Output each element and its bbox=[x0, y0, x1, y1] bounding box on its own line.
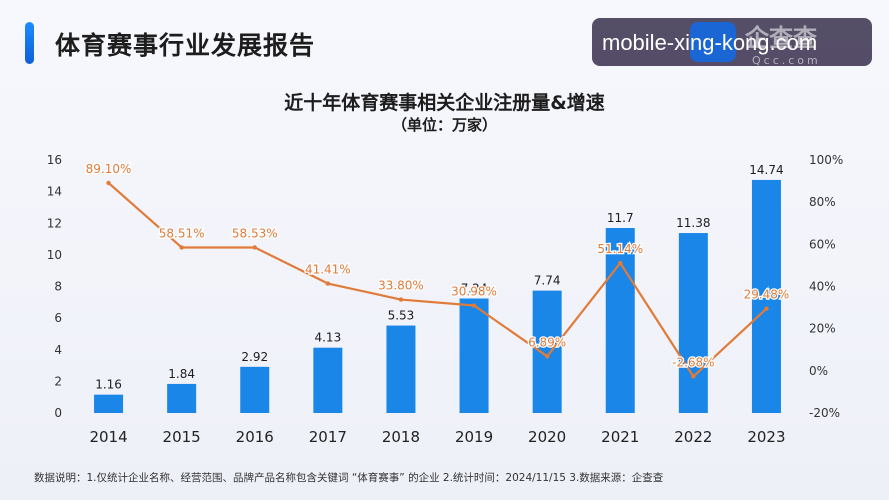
bar-value-label: 1.84 bbox=[168, 367, 195, 381]
footnote: 数据说明：1.仅统计企业名称、经营范围、品牌产品名称包含关键词 “体育赛事” 的… bbox=[34, 472, 664, 484]
bar-value-label: 11.38 bbox=[676, 216, 710, 230]
page-title: 体育赛事行业发展报告 bbox=[55, 31, 316, 60]
y-left-tick-label: 16 bbox=[47, 153, 62, 167]
growth-rate-label: 51.14% bbox=[597, 242, 643, 256]
growth-rate-label: 41.41% bbox=[305, 263, 351, 277]
y-left-tick-label: 2 bbox=[54, 374, 62, 388]
y-left-tick-label: 4 bbox=[54, 343, 62, 357]
growth-rate-label: 58.53% bbox=[232, 226, 278, 240]
growth-rate-point-2015 bbox=[179, 245, 184, 250]
y-right-tick-label: 0% bbox=[809, 364, 828, 378]
x-tick-label: 2015 bbox=[163, 428, 201, 446]
bar-2019 bbox=[459, 298, 489, 413]
title-accent-bar bbox=[25, 22, 34, 64]
x-tick-label: 2014 bbox=[89, 428, 127, 446]
bar-value-label: 4.13 bbox=[314, 331, 341, 345]
bar-value-label: 7.24 bbox=[461, 282, 488, 296]
x-tick-label: 2018 bbox=[382, 428, 420, 446]
bar-value-label: 11.7 bbox=[607, 211, 634, 225]
qcc-logo-icon bbox=[690, 22, 736, 62]
growth-rate-label: 6.89% bbox=[528, 335, 566, 349]
x-tick-label: 2017 bbox=[309, 428, 347, 446]
bar-2017 bbox=[313, 347, 343, 413]
growth-rate-label: 89.10% bbox=[86, 162, 132, 176]
growth-rate-point-2018 bbox=[398, 297, 404, 302]
bar-2020 bbox=[532, 290, 562, 413]
y-right-tick-label: -20% bbox=[809, 406, 840, 420]
bar-value-label: 2.92 bbox=[241, 350, 268, 364]
bar-2022 bbox=[678, 233, 708, 413]
y-left-tick-label: 6 bbox=[54, 311, 62, 325]
growth-rate-label: -2.68% bbox=[672, 355, 714, 369]
watermark-brand-domain: Qcc.com bbox=[752, 54, 821, 67]
chart-subtitle: （单位：万家） bbox=[391, 116, 497, 134]
growth-rate-point-2019 bbox=[471, 303, 477, 308]
growth-rate-point-2014 bbox=[106, 180, 111, 186]
x-tick-label: 2016 bbox=[236, 428, 274, 446]
bar-value-label: 7.74 bbox=[534, 274, 561, 288]
y-left-tick-label: 14 bbox=[47, 185, 62, 199]
bar-value-label: 14.74 bbox=[749, 163, 783, 177]
growth-rate-point-2020 bbox=[544, 354, 550, 359]
growth-rate-point-2017 bbox=[325, 281, 331, 286]
y-left-tick-label: 8 bbox=[54, 280, 62, 294]
growth-rate-label: 33.80% bbox=[378, 279, 424, 293]
bar-value-label: 5.53 bbox=[388, 309, 415, 323]
y-right-tick-label: 80% bbox=[809, 195, 836, 209]
bar-2016 bbox=[240, 366, 270, 413]
chart-title: 近十年体育赛事相关企业注册量&增速 bbox=[284, 92, 605, 114]
x-tick-label: 2021 bbox=[601, 428, 639, 446]
bar-2021 bbox=[605, 227, 635, 413]
growth-rate-point-2022 bbox=[691, 374, 696, 379]
growth-rate-point-2023 bbox=[764, 306, 769, 311]
y-left-tick-label: 10 bbox=[47, 248, 62, 262]
page-header: 体育赛事行业发展报告 bbox=[0, 0, 889, 70]
x-tick-label: 2019 bbox=[455, 428, 493, 446]
y-left-tick-label: 12 bbox=[47, 216, 62, 230]
bar-value-label: 1.16 bbox=[95, 378, 122, 392]
y-right-tick-label: 40% bbox=[809, 280, 836, 294]
growth-rate-label: 58.51% bbox=[159, 226, 205, 240]
watermark-text: mobile-xing-kong.com bbox=[602, 30, 818, 55]
growth-rate-line bbox=[107, 182, 768, 378]
x-tick-label: 2023 bbox=[747, 428, 785, 446]
watermark-brand: 企查查 bbox=[745, 24, 817, 52]
y-right-tick-label: 100% bbox=[809, 153, 843, 167]
growth-rate-point-2021 bbox=[618, 260, 623, 266]
x-tick-label: 2022 bbox=[674, 428, 712, 446]
x-tick-label: 2020 bbox=[528, 428, 566, 446]
bar-2018 bbox=[386, 325, 416, 413]
growth-rate-label: 29.48% bbox=[744, 288, 790, 302]
growth-rate-label: 30.98% bbox=[451, 285, 497, 299]
y-right-tick-label: 20% bbox=[809, 322, 836, 336]
y-left-tick-label: 0 bbox=[54, 406, 62, 420]
bar-2014 bbox=[94, 394, 124, 413]
growth-rate-point-2016 bbox=[252, 245, 257, 250]
bar-2015 bbox=[167, 383, 197, 413]
bar-2023 bbox=[751, 179, 781, 413]
y-right-tick-label: 60% bbox=[809, 237, 836, 251]
